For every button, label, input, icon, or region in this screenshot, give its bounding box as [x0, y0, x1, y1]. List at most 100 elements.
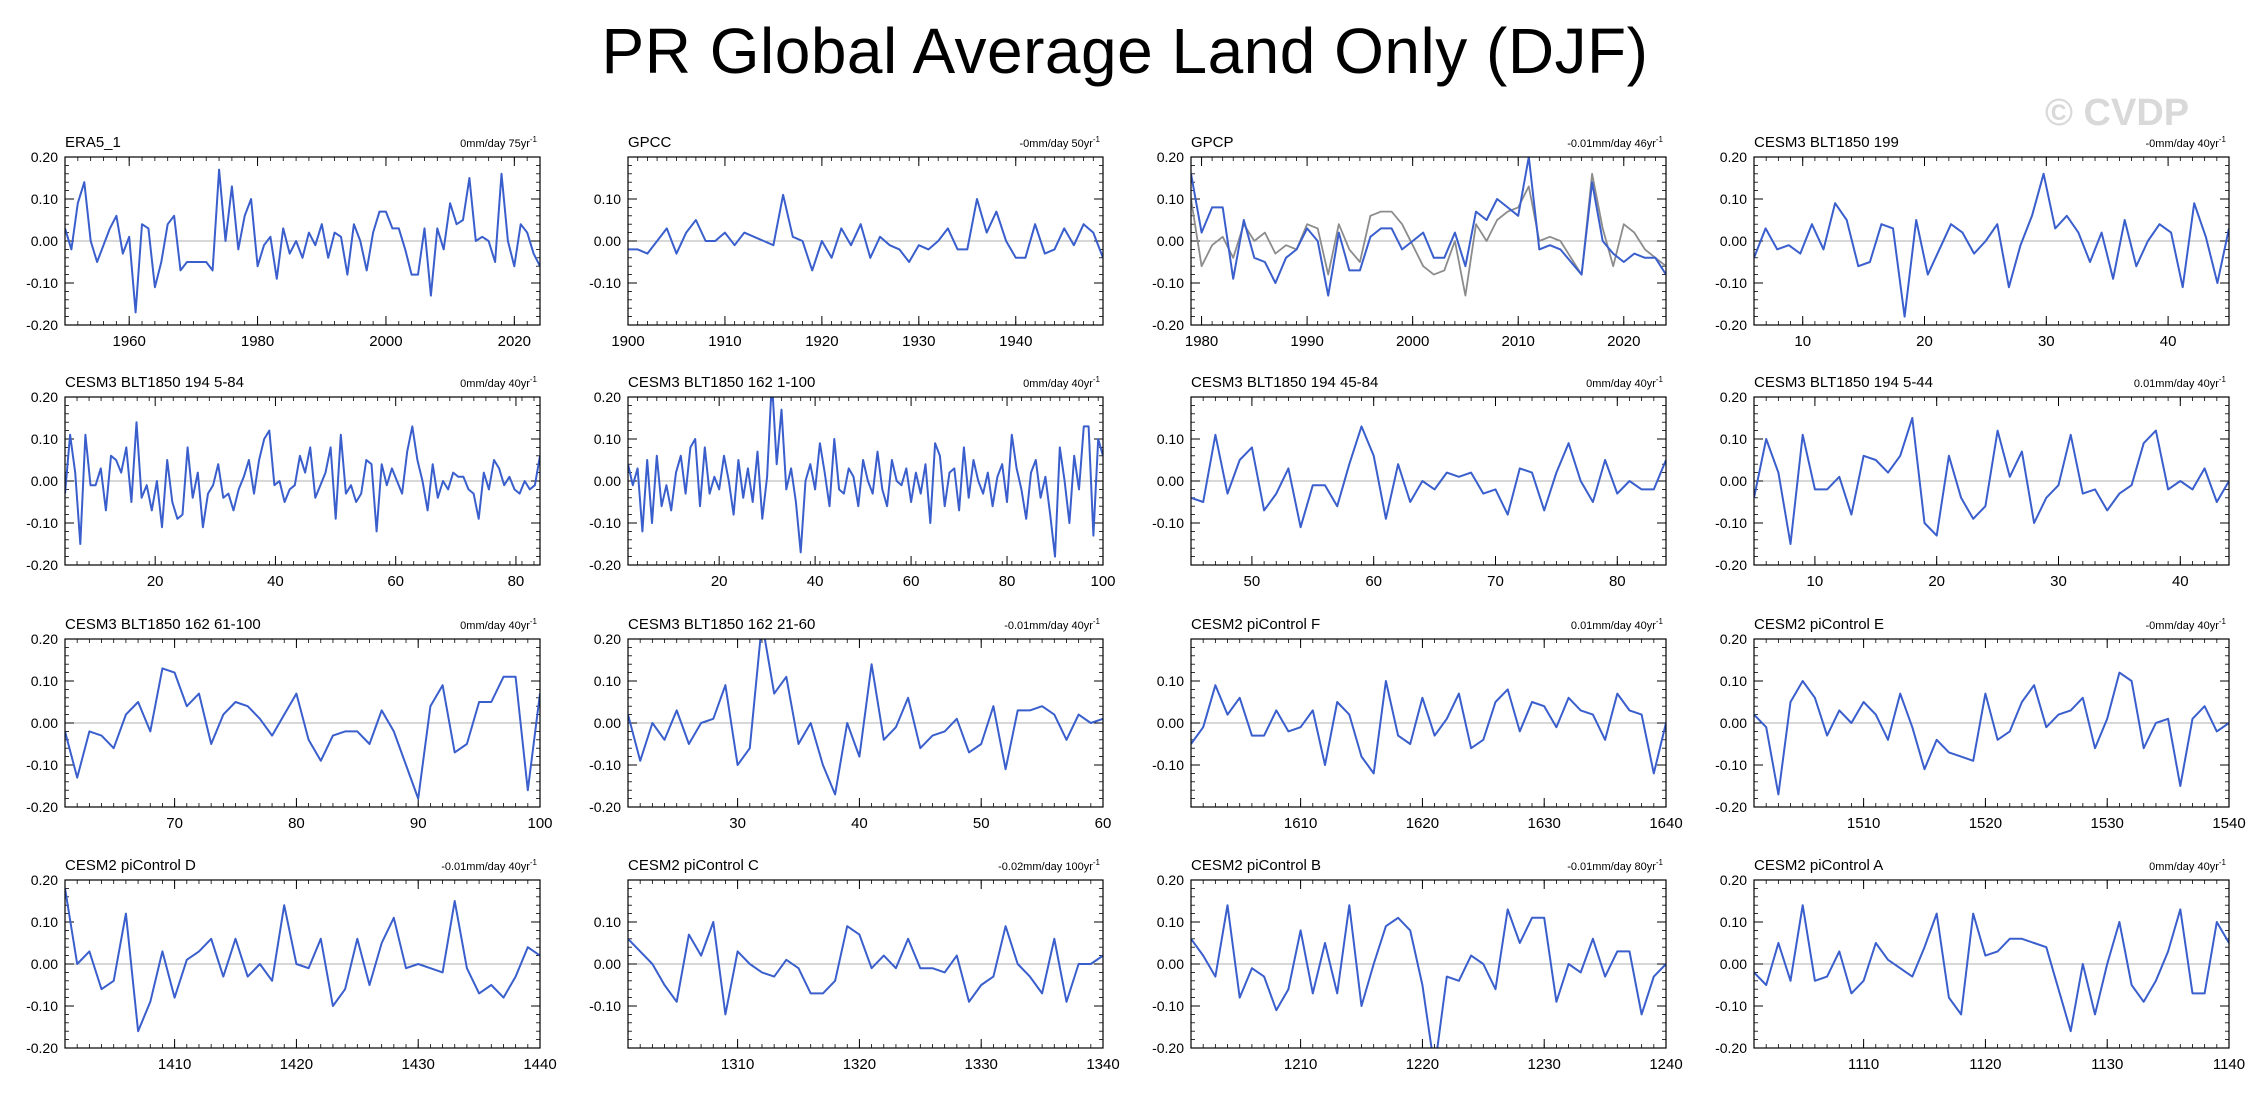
y-tick-label: 0.20	[1720, 389, 1747, 405]
plot-frame	[1753, 396, 2230, 566]
y-tick-label: -0.10	[589, 998, 621, 1014]
x-tick-label: 70	[166, 815, 183, 832]
y-tick-label: 0.20	[1720, 872, 1747, 888]
x-tick-label: 20	[147, 573, 164, 590]
y-tick-label: -0.10	[26, 275, 58, 291]
panel-title: CESM2 piControl E	[1754, 616, 1884, 633]
y-tick-label: 0.00	[1157, 473, 1184, 489]
x-tick-label: 40	[807, 573, 824, 590]
series-line	[1191, 680, 1666, 775]
y-tick-label: 0.00	[594, 233, 621, 249]
plot-frame	[1753, 156, 2230, 326]
panel-9: CESM3 BLT1850 162 61-100 0mm/day 40yr-1 -0…	[26, 616, 552, 832]
series-line	[628, 639, 1103, 796]
y-tick-label: 0.10	[594, 914, 621, 930]
panel-12: CESM2 piControl E -0mm/day 40yr-1 -0.20 -0.…	[1715, 616, 2246, 832]
x-tick-label: 1620	[1406, 815, 1439, 832]
y-tick-label: 0.00	[594, 473, 621, 489]
x-tick-label: 50	[973, 815, 990, 832]
series-line	[1754, 671, 2229, 796]
y-tick-label: -0.20	[1152, 317, 1184, 333]
trend-label: -0.02mm/day 100yr-1	[998, 858, 1100, 873]
trend-label: -0.01mm/day 46yr-1	[1567, 135, 1663, 150]
x-tick-label: 1330	[965, 1056, 998, 1073]
y-tick-label: 0.00	[1157, 233, 1184, 249]
panel-14: CESM2 piControl C -0.02mm/day 100yr-1 -0.1…	[589, 857, 1120, 1073]
x-tick-label: 30	[729, 815, 746, 832]
figure-title: PR Global Average Land Only (DJF)	[601, 15, 1649, 87]
x-tick-label: 1410	[158, 1056, 191, 1073]
y-tick-label: 0.10	[594, 673, 621, 689]
trend-label: 0mm/day 40yr-1	[1586, 375, 1663, 390]
x-tick-label: 1980	[241, 333, 274, 350]
panel-title: CESM3 BLT1850 194 5-44	[1754, 374, 1933, 391]
x-tick-label: 20	[1928, 573, 1945, 590]
x-tick-label: 20	[711, 573, 728, 590]
series-line	[65, 888, 540, 1033]
y-tick-label: -0.20	[26, 317, 58, 333]
x-tick-label: 1130	[2091, 1056, 2123, 1073]
panel-title: CESM2 piControl B	[1191, 857, 1321, 874]
x-tick-label: 50	[1244, 573, 1261, 590]
panel-title: CESM2 piControl A	[1754, 857, 1883, 874]
plot-frame	[1190, 396, 1667, 566]
x-tick-label: 100	[527, 815, 552, 832]
x-tick-label: 2000	[369, 333, 402, 350]
x-tick-label: 70	[1487, 573, 1504, 590]
x-tick-label: 60	[1365, 573, 1382, 590]
y-tick-label: 0.00	[1720, 473, 1747, 489]
y-tick-label: 0.00	[1157, 715, 1184, 731]
series-line	[1191, 157, 1666, 297]
x-tick-label: 20	[1916, 333, 1933, 350]
y-tick-label: -0.10	[589, 757, 621, 773]
x-tick-label: 80	[288, 815, 305, 832]
x-tick-label: 1520	[1969, 815, 2002, 832]
panel-10: CESM3 BLT1850 162 21-60 -0.01mm/day 40yr-…	[589, 616, 1111, 832]
panel-title: CESM2 piControl C	[628, 857, 759, 874]
x-tick-label: 1110	[1848, 1056, 1879, 1073]
y-tick-label: 0.00	[594, 715, 621, 731]
x-tick-label: 40	[2160, 333, 2177, 350]
y-tick-label: 0.00	[31, 473, 58, 489]
trend-label: -0mm/day 50yr-1	[1020, 135, 1101, 150]
panel-title: CESM2 piControl D	[65, 857, 196, 874]
y-tick-label: 0.20	[31, 872, 58, 888]
y-tick-label: 0.10	[31, 914, 58, 930]
y-tick-label: 0.00	[31, 956, 58, 972]
y-tick-label: -0.20	[26, 557, 58, 573]
x-tick-label: 1630	[1528, 815, 1561, 832]
x-tick-label: 2020	[1607, 333, 1640, 350]
plot-frame	[1753, 879, 2230, 1049]
panel-5: CESM3 BLT1850 194 5-84 0mm/day 40yr-1 -0.2…	[26, 374, 541, 590]
y-tick-label: -0.10	[1152, 275, 1184, 291]
y-tick-label: 0.00	[1720, 715, 1747, 731]
y-tick-label: 0.20	[1720, 631, 1747, 647]
x-tick-label: 1230	[1528, 1056, 1561, 1073]
y-tick-label: -0.20	[26, 799, 58, 815]
x-tick-label: 1920	[805, 333, 838, 350]
y-tick-label: -0.20	[1715, 799, 1747, 815]
x-tick-label: 60	[387, 573, 404, 590]
y-tick-label: 0.10	[1720, 914, 1747, 930]
y-tick-label: -0.10	[1715, 275, 1747, 291]
series-line	[628, 921, 1103, 1016]
y-tick-label: 0.10	[1720, 191, 1747, 207]
y-tick-label: -0.20	[26, 1040, 58, 1056]
panel-title: GPCP	[1191, 134, 1234, 151]
y-tick-label: -0.20	[1152, 1040, 1184, 1056]
y-tick-label: -0.10	[1152, 515, 1184, 531]
x-tick-label: 40	[267, 573, 284, 590]
plot-frame	[1190, 156, 1667, 326]
series-line	[65, 421, 540, 545]
y-tick-label: 0.00	[31, 233, 58, 249]
x-tick-label: 1210	[1284, 1056, 1317, 1073]
trend-label: 0.01mm/day 40yr-1	[1571, 617, 1664, 632]
cvdp-watermark: © CVDP	[2045, 92, 2190, 134]
panel-2: GPCC -0mm/day 50yr-1 -0.10 0.00 0.10 1900 1910…	[589, 134, 1104, 350]
x-tick-label: 80	[1609, 573, 1626, 590]
panel-title: CESM3 BLT1850 162 1-100	[628, 374, 815, 391]
x-tick-label: 1610	[1284, 815, 1317, 832]
y-tick-label: 0.10	[594, 191, 621, 207]
panel-3: GPCP -0.01mm/day 46yr-1 -0.20 -0.10 0.00 0.10…	[1152, 134, 1667, 350]
plot-frame	[627, 879, 1104, 1049]
